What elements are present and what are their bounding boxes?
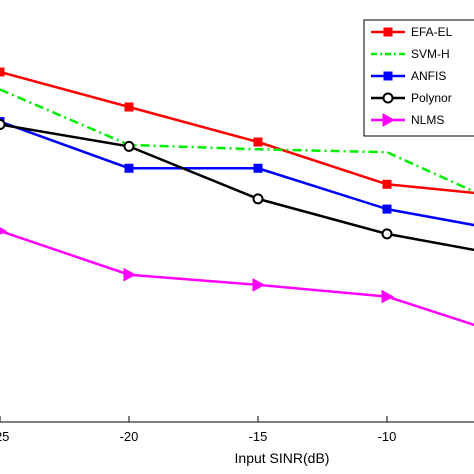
series-efa-elm [0,67,474,195]
x-axis-label: Input SINR(dB) [235,450,330,466]
legend-box [363,19,474,137]
point-anfis-3 [382,204,392,214]
x-tick-label-1: -20 [120,429,139,444]
legend-marker-efa-elm [383,27,393,37]
legend-label-nlms: NLMS [411,113,444,127]
point-efa-elm-1 [124,102,134,112]
point-nlms-0 [0,227,8,235]
legend-label-anfis: ANFIS [411,69,446,83]
legend-marker-nlms [382,113,396,127]
legend-marker-polynomial [382,92,394,104]
x-tick-labels: -25 -20 -15 -10 [0,429,396,444]
x-tick-label-2: -15 [249,429,268,444]
series-line-svm-hp [0,88,474,193]
point-polynomial-2 [252,193,264,205]
legend-label-polynomial: Polynor [411,91,452,105]
legend: EFA-EL SVM-H ANFIS Polynor NLMS [363,19,474,137]
point-polynomial-0 [0,119,6,130]
series-svm-hp [0,88,474,193]
series-line-polynomial [0,123,474,252]
point-polynomial-1 [123,140,135,152]
legend-marker-anfis [383,71,393,81]
point-anfis-1 [124,163,134,173]
point-nlms-1 [123,267,137,282]
series-line-nlms [0,229,474,327]
legend-label-svm-hp: SVM-H [411,47,450,61]
series-nlms [0,227,474,327]
legend-label-efa-elm: EFA-EL [411,25,453,39]
point-efa-elm-0 [0,67,5,77]
point-efa-elm-3 [382,179,392,189]
point-efa-elm-2 [253,137,263,147]
x-ticks [0,416,388,422]
point-nlms-3 [381,289,395,304]
series-layer [0,67,474,327]
point-polynomial-3 [381,228,393,240]
point-nlms-2 [252,278,266,292]
point-anfis-2 [253,163,263,173]
x-tick-label-3: -10 [378,429,397,444]
series-polynomial [0,119,474,252]
x-tick-label-0: -25 [0,429,9,444]
